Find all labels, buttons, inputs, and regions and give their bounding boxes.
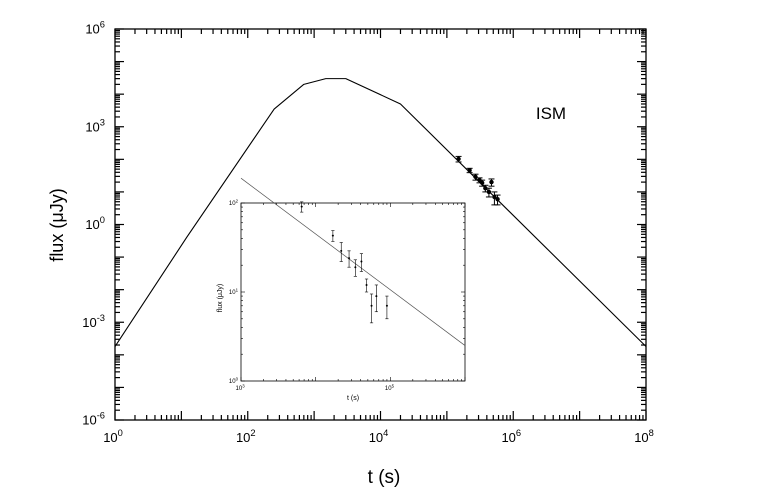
data-marker [473, 174, 478, 180]
inset-y-tick-labels: 100 101 102 [229, 198, 239, 385]
y-tick-label: 101 [229, 287, 239, 296]
data-point [300, 201, 304, 213]
x-tick-label: 102 [236, 428, 256, 445]
inset-x-tick-labels: 103 105 [236, 383, 395, 392]
data-point [455, 155, 462, 163]
data-point [347, 250, 351, 268]
x-tick-label: 105 [385, 383, 395, 392]
x-tick-label: 108 [634, 428, 654, 445]
data-marker [385, 304, 388, 307]
x-tick-label: 103 [236, 383, 246, 392]
y-tick-label: 10-3 [82, 313, 105, 330]
data-marker [354, 266, 357, 269]
x-tick-label: 104 [369, 428, 389, 445]
data-point [364, 278, 369, 293]
data-point [479, 179, 486, 187]
y-tick-label: 102 [229, 198, 239, 207]
y-tick-label: 103 [85, 117, 105, 134]
data-marker [489, 179, 494, 185]
x-tick-label: 106 [501, 428, 521, 445]
data-point [369, 293, 374, 324]
data-marker [365, 283, 368, 286]
data-marker [492, 194, 497, 200]
data-point [485, 187, 492, 198]
y-tick-label: 100 [229, 376, 239, 385]
data-point [466, 167, 473, 174]
inset-background [241, 203, 465, 381]
y-tick-label: 100 [85, 215, 105, 232]
data-marker [486, 189, 492, 195]
main-series-group [114, 78, 647, 347]
data-marker [456, 156, 461, 162]
x-tick-label: 100 [103, 428, 123, 445]
ism-annotation: ISM [536, 104, 566, 123]
main-y-tick-labels: 10-6 10-3 100 103 106 [82, 20, 105, 428]
data-point [488, 178, 495, 187]
main-tick-marks [114, 28, 647, 421]
data-marker [331, 234, 334, 237]
data-marker [479, 180, 485, 186]
data-marker [375, 295, 378, 298]
y-tick-label: 106 [85, 20, 105, 37]
y-tick-label: 10-6 [82, 411, 105, 428]
data-point [494, 194, 501, 206]
inset-tick-marks [240, 202, 466, 382]
model-curve [240, 177, 466, 346]
data-marker [348, 257, 351, 260]
data-marker [370, 304, 373, 307]
inset-series-group [240, 177, 466, 346]
data-marker [483, 186, 488, 191]
inset-y-axis-title: flux (μJy) [217, 284, 224, 313]
data-point [385, 295, 389, 320]
data-marker [495, 196, 500, 202]
data-point [359, 253, 364, 272]
data-marker [467, 168, 472, 173]
data-point [374, 284, 378, 313]
data-point [339, 242, 343, 262]
data-marker [300, 205, 303, 208]
main-x-axis-title: t (s) [368, 467, 401, 488]
model-curve [114, 78, 647, 347]
inset-chart: 103 105 100 101 102 t (s) flux (μJy) [217, 177, 466, 402]
data-marker [340, 249, 343, 252]
main-y-axis-title: flux (μJy) [47, 188, 67, 261]
data-marker [360, 260, 363, 263]
main-x-tick-labels: 100 102 104 106 108 [103, 428, 654, 445]
data-point [353, 259, 357, 277]
data-point [331, 230, 335, 242]
inset-x-axis-title: t (s) [347, 395, 359, 402]
